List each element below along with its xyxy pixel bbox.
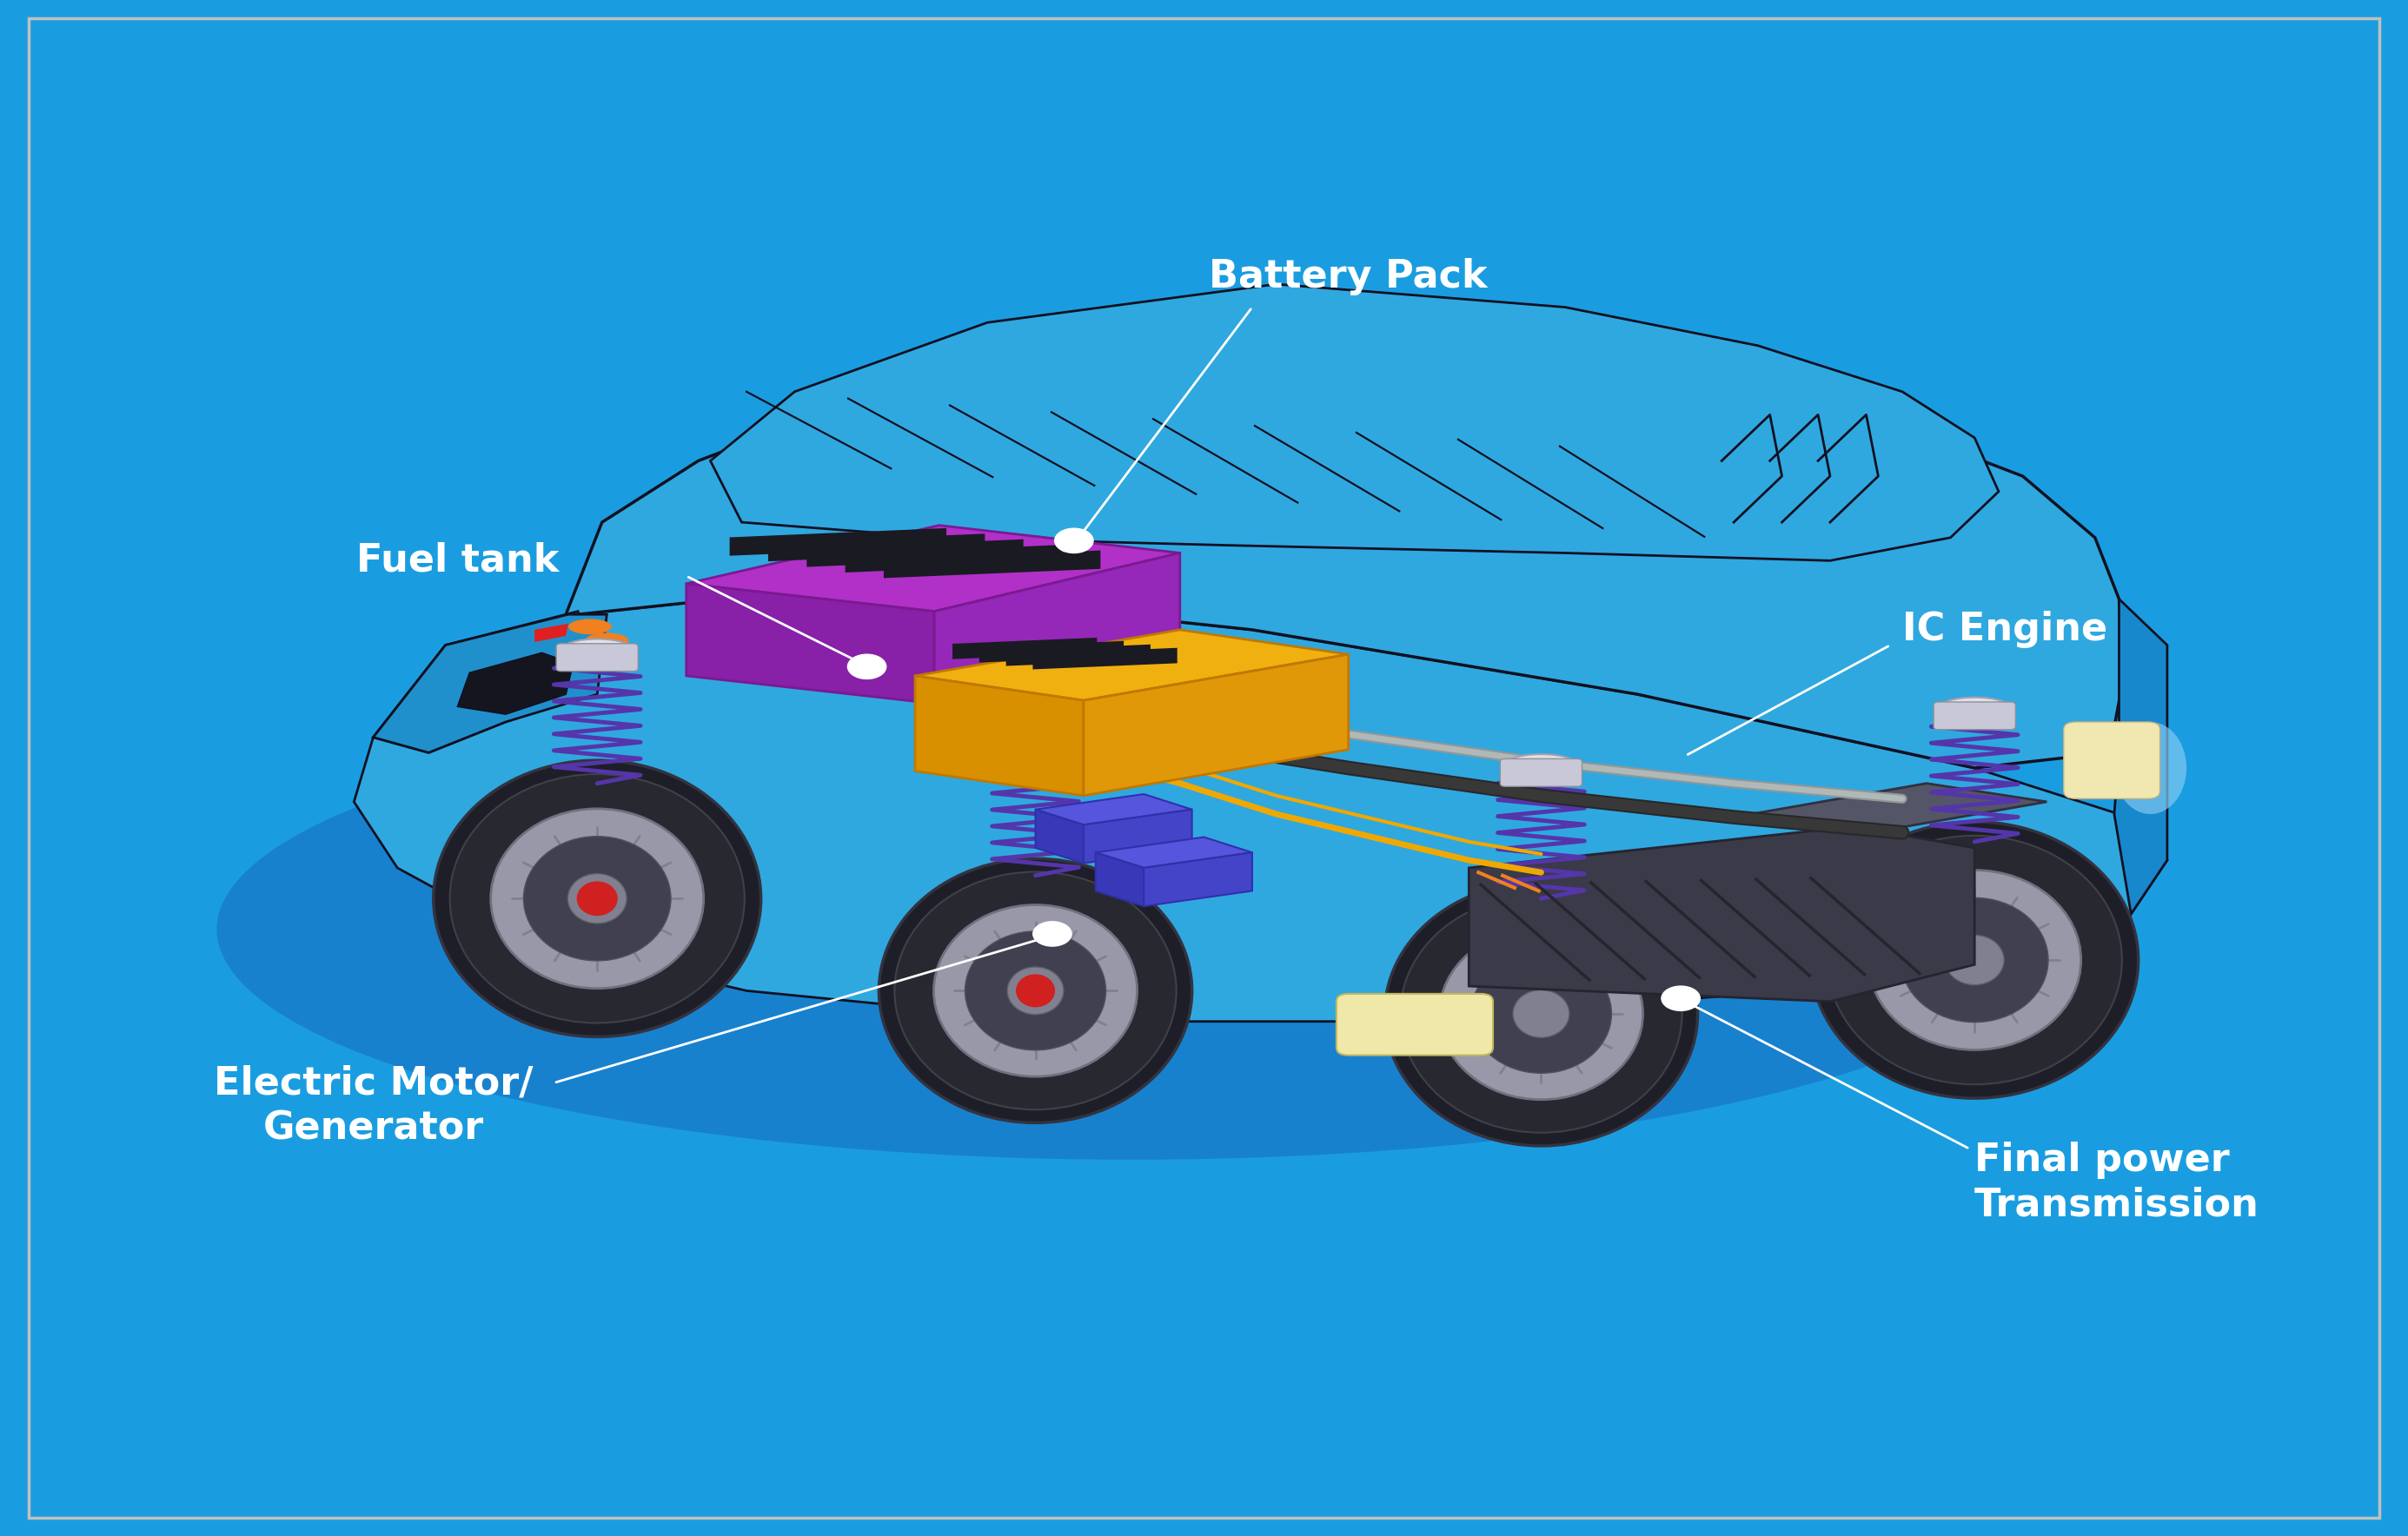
Polygon shape bbox=[934, 553, 1180, 703]
Polygon shape bbox=[884, 550, 1100, 578]
Ellipse shape bbox=[433, 760, 761, 1037]
Polygon shape bbox=[980, 641, 1125, 662]
Polygon shape bbox=[915, 676, 1084, 796]
Polygon shape bbox=[768, 533, 985, 561]
Polygon shape bbox=[1084, 809, 1192, 863]
Polygon shape bbox=[730, 528, 946, 556]
Ellipse shape bbox=[450, 774, 744, 1023]
Polygon shape bbox=[373, 614, 607, 753]
Circle shape bbox=[1662, 986, 1700, 1011]
Polygon shape bbox=[954, 637, 1098, 659]
Polygon shape bbox=[458, 653, 573, 714]
Ellipse shape bbox=[1938, 697, 2011, 719]
Ellipse shape bbox=[568, 874, 626, 923]
Ellipse shape bbox=[561, 639, 633, 660]
Ellipse shape bbox=[1828, 836, 2121, 1084]
Polygon shape bbox=[2114, 599, 2167, 914]
Ellipse shape bbox=[999, 731, 1072, 753]
Polygon shape bbox=[1734, 783, 2047, 836]
Circle shape bbox=[1055, 528, 1093, 553]
Polygon shape bbox=[566, 338, 2124, 768]
Ellipse shape bbox=[896, 872, 1175, 1109]
Ellipse shape bbox=[1811, 822, 2138, 1098]
Polygon shape bbox=[1144, 852, 1252, 906]
Ellipse shape bbox=[934, 905, 1137, 1077]
Text: Battery Pack: Battery Pack bbox=[1209, 258, 1488, 295]
Text: Electric Motor/
Generator: Electric Motor/ Generator bbox=[214, 1064, 532, 1147]
Ellipse shape bbox=[217, 699, 2047, 1160]
Polygon shape bbox=[710, 284, 1999, 561]
Polygon shape bbox=[373, 611, 597, 753]
Polygon shape bbox=[807, 539, 1023, 567]
Ellipse shape bbox=[1401, 895, 1681, 1132]
FancyBboxPatch shape bbox=[2064, 722, 2160, 799]
Ellipse shape bbox=[1512, 991, 1570, 1037]
FancyBboxPatch shape bbox=[1934, 702, 2015, 730]
Polygon shape bbox=[1096, 852, 1144, 906]
Ellipse shape bbox=[1471, 954, 1611, 1074]
Ellipse shape bbox=[2114, 722, 2186, 814]
Ellipse shape bbox=[576, 882, 616, 915]
Ellipse shape bbox=[879, 859, 1192, 1123]
FancyBboxPatch shape bbox=[556, 644, 638, 671]
Polygon shape bbox=[1096, 837, 1252, 868]
Polygon shape bbox=[1469, 826, 1975, 1001]
Polygon shape bbox=[686, 584, 934, 703]
Ellipse shape bbox=[523, 836, 672, 962]
Polygon shape bbox=[845, 545, 1062, 573]
Circle shape bbox=[848, 654, 886, 679]
Ellipse shape bbox=[1007, 968, 1064, 1014]
Polygon shape bbox=[1035, 794, 1192, 825]
Ellipse shape bbox=[1505, 754, 1577, 776]
Ellipse shape bbox=[585, 633, 628, 648]
Ellipse shape bbox=[1385, 882, 1698, 1146]
Ellipse shape bbox=[966, 931, 1105, 1051]
Ellipse shape bbox=[1869, 869, 2081, 1051]
Ellipse shape bbox=[491, 808, 703, 989]
Polygon shape bbox=[535, 624, 568, 642]
Polygon shape bbox=[1007, 645, 1151, 667]
Polygon shape bbox=[1084, 654, 1348, 796]
Polygon shape bbox=[915, 630, 1348, 700]
Ellipse shape bbox=[1016, 974, 1055, 1008]
Text: IC Engine: IC Engine bbox=[1902, 611, 2107, 648]
FancyBboxPatch shape bbox=[1500, 759, 1582, 786]
Ellipse shape bbox=[568, 619, 612, 634]
Ellipse shape bbox=[1946, 935, 2003, 985]
Text: Final power
Transmission: Final power Transmission bbox=[1975, 1141, 2259, 1224]
Polygon shape bbox=[354, 599, 2167, 1021]
FancyBboxPatch shape bbox=[995, 736, 1076, 763]
FancyBboxPatch shape bbox=[1336, 994, 1493, 1055]
Circle shape bbox=[1033, 922, 1072, 946]
Polygon shape bbox=[1033, 648, 1178, 670]
Polygon shape bbox=[686, 525, 1180, 611]
Polygon shape bbox=[1035, 809, 1084, 863]
Text: Fuel tank: Fuel tank bbox=[356, 542, 559, 579]
Ellipse shape bbox=[1900, 897, 2049, 1023]
Ellipse shape bbox=[1440, 928, 1642, 1100]
